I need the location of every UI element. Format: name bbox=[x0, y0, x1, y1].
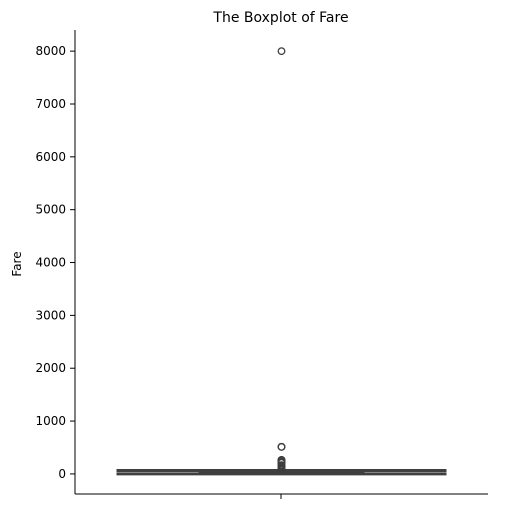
chart-title: The Boxplot of Fare bbox=[212, 10, 348, 26]
outlier-point bbox=[277, 466, 286, 475]
y-tick-label: 2000 bbox=[35, 361, 66, 375]
y-tick-label: 0 bbox=[58, 467, 66, 481]
y-axis-label: Fare bbox=[10, 251, 24, 276]
y-ticks: 0 1000 2000 3000 4000 5000 6000 7000 8000 bbox=[35, 44, 75, 481]
y-tick-label: 5000 bbox=[35, 203, 66, 217]
y-tick-label: 1000 bbox=[35, 414, 66, 428]
y-tick-label: 6000 bbox=[35, 150, 66, 164]
y-tick-label: 3000 bbox=[35, 308, 66, 322]
outlier-point bbox=[277, 442, 286, 451]
y-tick-label: 7000 bbox=[35, 97, 66, 111]
plot-area bbox=[116, 47, 447, 476]
y-tick-label: 8000 bbox=[35, 44, 66, 58]
outlier-point bbox=[277, 47, 286, 56]
y-tick-label: 4000 bbox=[35, 256, 66, 270]
